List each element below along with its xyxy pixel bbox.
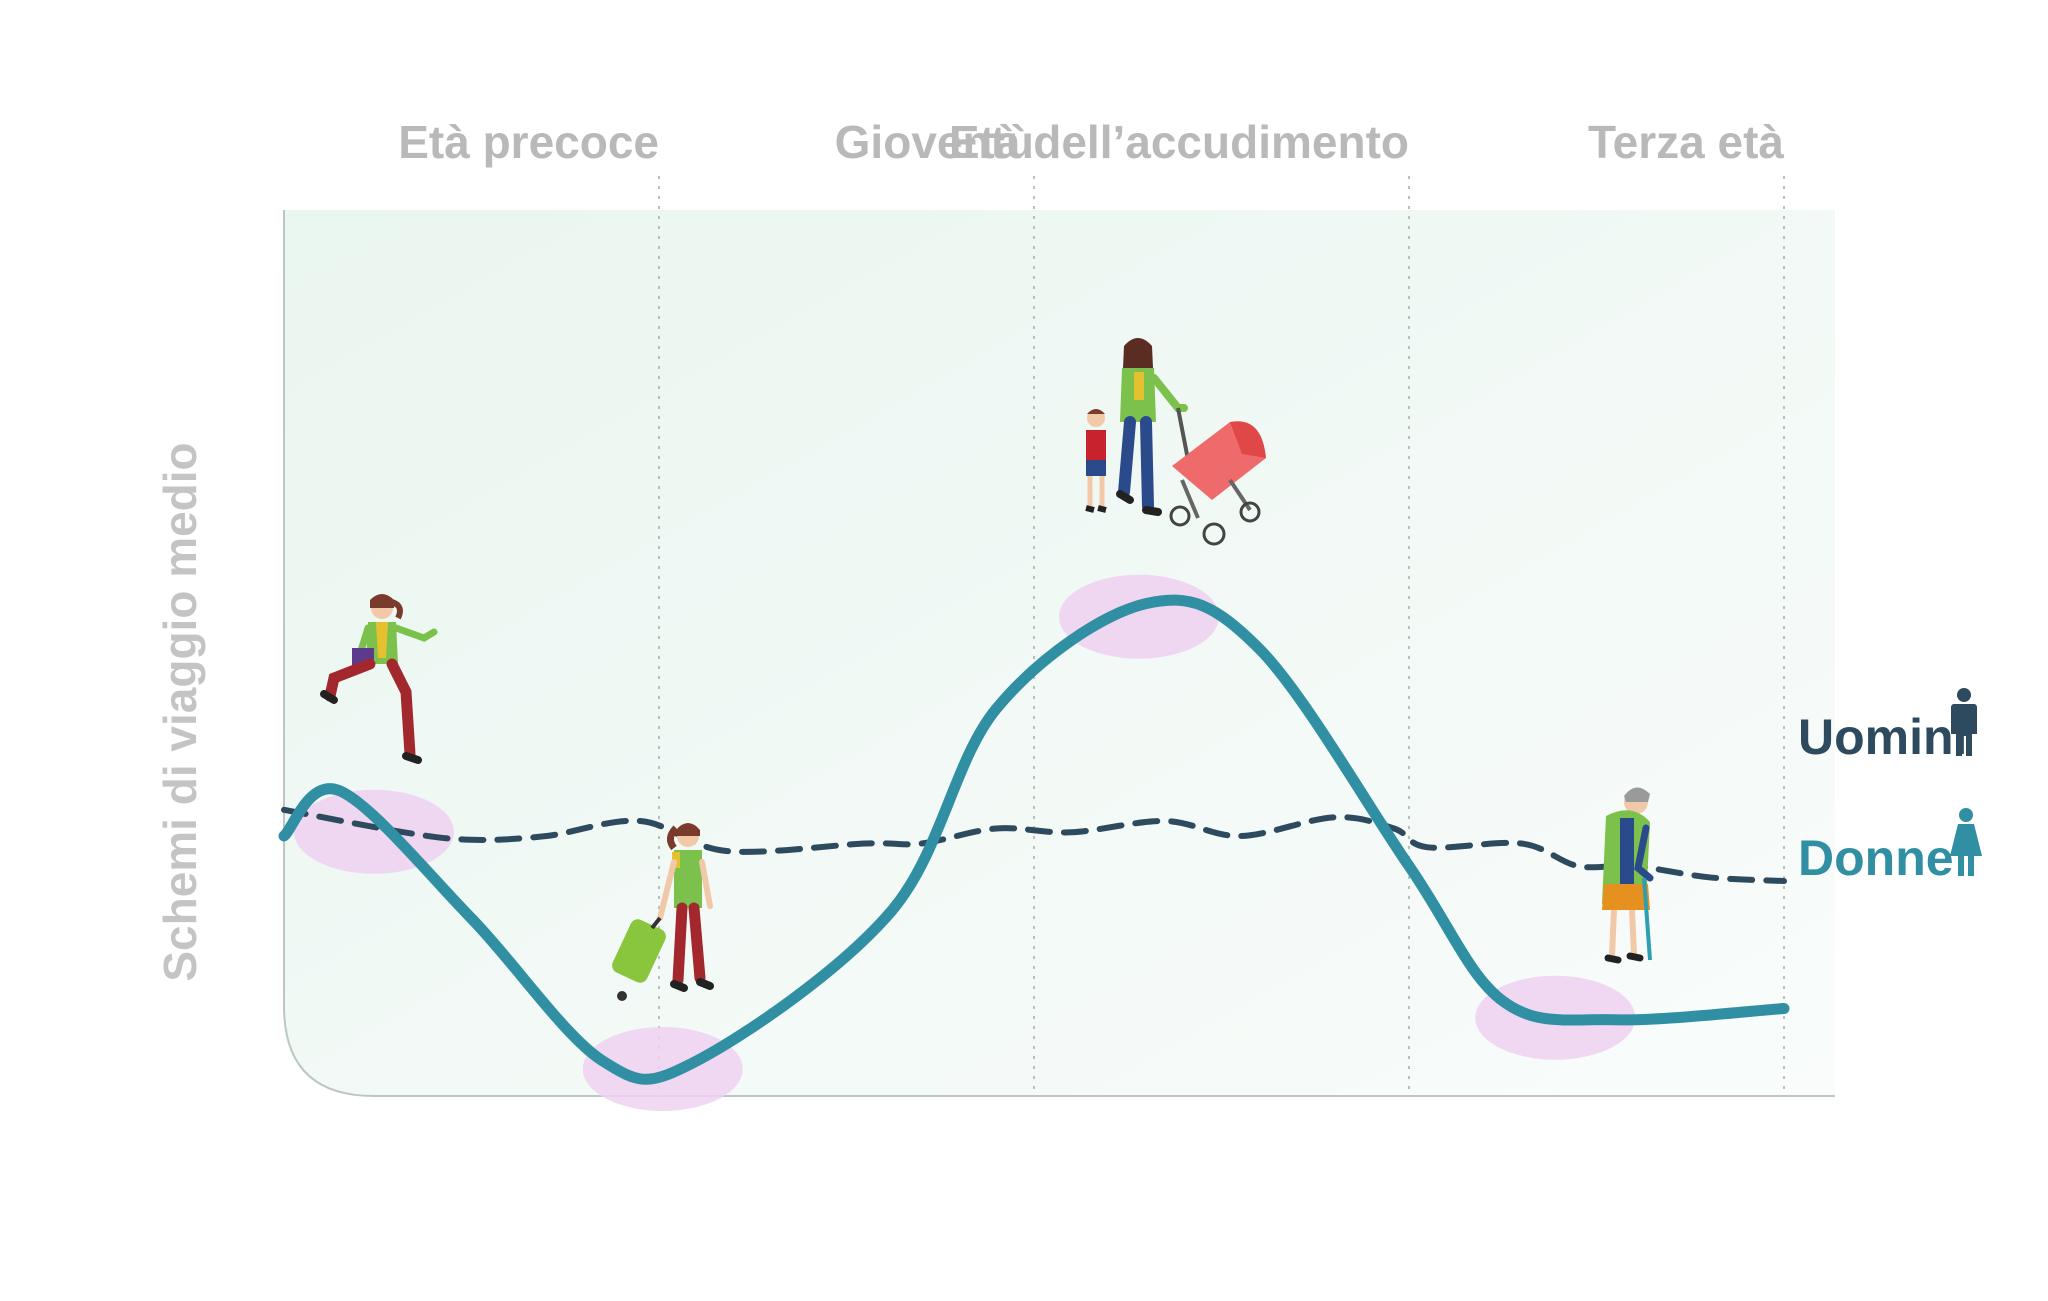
- woman-icon: [1950, 808, 1982, 876]
- stage-label: Terza età: [1588, 116, 1784, 168]
- highlight-disc: [582, 1027, 743, 1111]
- man-icon: [1951, 688, 1977, 756]
- stage-separators: [658, 176, 1785, 1096]
- series-line-uomini: [281, 806, 1787, 884]
- highlight-disc: [294, 789, 454, 874]
- legend-item-donne: Donne: [1798, 808, 1982, 886]
- elderly-woman-with-cane-illustration: [1602, 787, 1654, 964]
- walking-girl-illustration: [320, 594, 438, 764]
- legend-label-uomini: Uomini: [1798, 709, 1967, 765]
- mother-with-stroller-illustration: [1085, 338, 1266, 546]
- traveler-with-suitcase-illustration: [612, 823, 714, 1001]
- series-line-donne: [278, 594, 1790, 1085]
- y-axis-label: Schemi di viaggio medio: [154, 442, 206, 981]
- stage-label: Gioventù: [835, 116, 1034, 168]
- stage-label: Età precoce: [398, 116, 659, 168]
- highlight-disc: [1059, 574, 1219, 659]
- stage-label: Età dell’accudimento: [949, 116, 1409, 168]
- legend: Uomini Donne: [1798, 688, 1982, 886]
- legend-item-uomini: Uomini: [1798, 688, 1977, 765]
- legend-label-donne: Donne: [1798, 830, 1954, 886]
- axes: [283, 210, 1835, 1097]
